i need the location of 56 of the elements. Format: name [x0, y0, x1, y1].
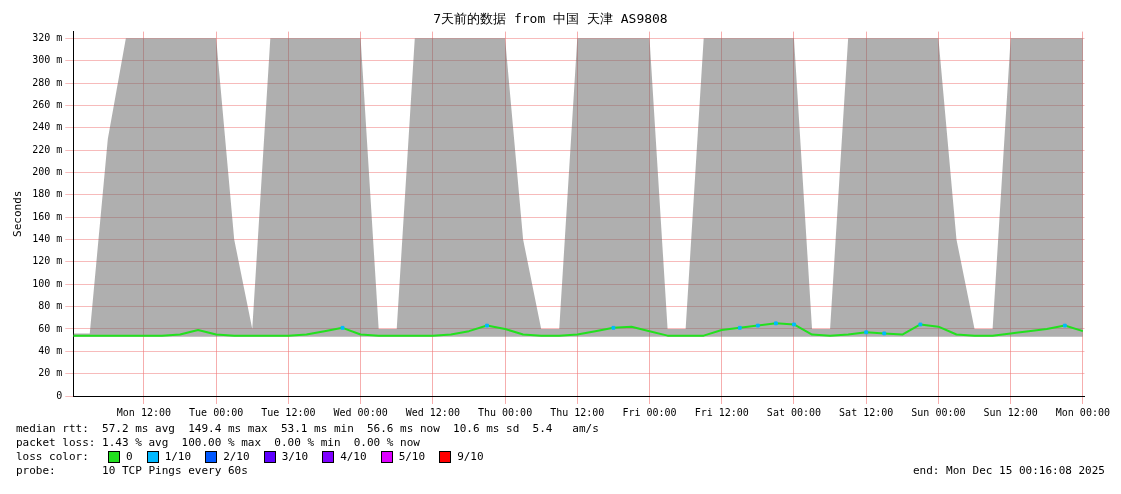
legend-label: 2/10: [223, 450, 250, 464]
x-tick-label: Mon 12:00: [116, 406, 172, 418]
point: [737, 325, 742, 330]
legend-label: 0: [126, 450, 133, 464]
text: probe: 10 TCP Pings every 60s: [16, 464, 248, 478]
point: [774, 321, 778, 326]
x-tick-label: Fri 12:00: [694, 406, 749, 418]
legend-label: 9/10: [457, 450, 484, 464]
text: median rtt: 57.2 ms avg 149.4 ms max 53.1 ms min 56.6 ms now 10.6 ms sd 5.4 am/s: [16, 422, 600, 436]
y-tick-label: 80 m: [38, 300, 63, 312]
y-tick-label: 260 m: [32, 98, 63, 110]
y-tick-label: 240 m: [32, 121, 63, 133]
point: [918, 322, 923, 327]
point: [485, 323, 489, 328]
y-tick-label: 20 m: [38, 367, 63, 379]
text: packet loss: 1.43 % avg 100.00 % max 0.00 % min 0.00 % now: [16, 436, 421, 450]
point: [864, 330, 869, 335]
x-tick-label: Thu 12:00: [550, 406, 605, 418]
legend-label: 3/10: [281, 450, 309, 464]
y-tick-label: 60 m: [38, 322, 63, 334]
point: [882, 331, 887, 336]
y-tick-label: 120 m: [32, 255, 63, 267]
x-tick-label: Sat 12:00: [839, 406, 894, 418]
point: [1062, 323, 1067, 328]
x-tick-label: Mon 00:00: [1055, 406, 1110, 418]
x-tick-label: Thu 00:00: [477, 406, 533, 418]
y-tick-label: 40 m: [38, 344, 63, 356]
point: [611, 325, 616, 330]
text: end: Mon Dec 15 00:16:08 2025: [912, 464, 1105, 478]
x-tick-label: Wed 00:00: [333, 406, 388, 418]
y-tick-label: 320 m: [32, 31, 63, 43]
point: [755, 323, 760, 328]
y-tick-label: 280 m: [32, 76, 63, 88]
x-tick-label: Sun 00:00: [911, 406, 966, 418]
y-tick-label: 220 m: [32, 143, 63, 155]
chart-title: 7天前的数据 from 中国 天津 AS9808: [433, 11, 668, 27]
text: loss color:: [16, 450, 90, 464]
y-tick-label: 100 m: [32, 277, 63, 289]
x-tick-label: Sat 00:00: [766, 406, 822, 418]
legend-label: 5/10: [398, 450, 426, 464]
x-tick-label: Fri 00:00: [622, 406, 677, 418]
y-tick-label: 160 m: [32, 210, 63, 222]
legend-label: 1/10: [164, 450, 192, 464]
y-tick-label: 0: [56, 389, 63, 401]
x-tick-label: Tue 12:00: [261, 406, 316, 418]
legend-label: 4/10: [340, 450, 367, 464]
point: [792, 322, 796, 327]
y-tick-label: 300 m: [32, 54, 63, 66]
point: [340, 325, 345, 330]
y-tick-label: 200 m: [32, 166, 63, 178]
y-axis-title: Seconds: [11, 190, 25, 237]
y-tick-label: 180 m: [32, 188, 63, 200]
x-tick-label: Tue 00:00: [189, 406, 244, 418]
y-tick-label: 140 m: [32, 233, 63, 245]
x-tick-label: Sun 12:00: [983, 406, 1038, 418]
x-tick-label: Wed 12:00: [405, 406, 460, 418]
